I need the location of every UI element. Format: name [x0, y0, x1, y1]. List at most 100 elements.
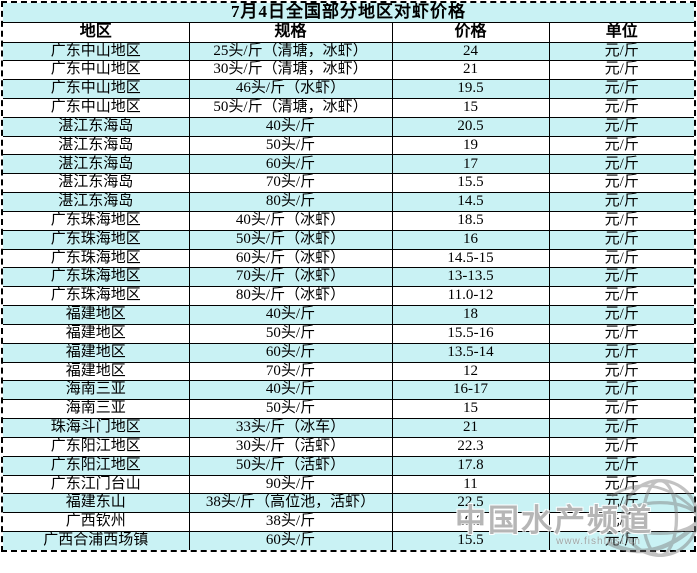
region-cell: 广西合浦西场镇 — [3, 531, 190, 550]
price-cell: 11 — [391, 474, 550, 495]
unit-cell: 元/斤 — [548, 267, 694, 288]
table-row: 湛江东海岛 70头/斤 15.5 元/斤 — [3, 173, 694, 194]
unit-cell: 元/斤 — [548, 60, 694, 81]
unit-cell: 元/斤 — [548, 380, 694, 401]
spec-cell: 33头/斤（冰车） — [188, 418, 393, 438]
region-cell: 福建地区 — [3, 361, 190, 382]
unit-cell: 元/斤 — [548, 474, 694, 495]
spec-cell: 60头/斤（冰虾） — [188, 248, 393, 269]
unit-cell: 元/斤 — [548, 305, 694, 325]
spec-cell: 30头/斤（清塘，冰虾） — [188, 60, 393, 81]
shrimp-price-table: 7月4日全国部分地区对虾价格 地区 规格 价格 单位 广东中山地区 25头/斤（… — [3, 3, 694, 550]
unit-cell: 元/斤 — [548, 323, 694, 344]
table-row: 福建地区 70头/斤 12 元/斤 — [3, 361, 694, 382]
region-cell: 湛江东海岛 — [3, 116, 190, 137]
region-cell: 广东珠海地区 — [3, 229, 190, 250]
spec-cell: 50头/斤（冰虾） — [188, 229, 393, 250]
spec-cell: 50头/斤（活虾） — [188, 455, 393, 476]
region-cell: 海南三亚 — [3, 380, 190, 401]
spec-cell: 50头/斤 — [188, 399, 393, 420]
table-header-row: 地区 规格 价格 单位 — [3, 21, 694, 43]
unit-cell: 元/斤 — [548, 342, 694, 363]
table-row: 广东珠海地区 60头/斤（冰虾） 14.5-15 元/斤 — [3, 248, 694, 269]
table-row: 湛江东海岛 60头/斤 17 元/斤 — [3, 154, 694, 175]
table-row: 广东珠海地区 70头/斤（冰虾） 13-13.5 元/斤 — [3, 267, 694, 288]
region-cell: 广东江门台山 — [3, 474, 190, 495]
unit-cell: 元/斤 — [548, 248, 694, 269]
table-title-row: 7月4日全国部分地区对虾价格 — [3, 3, 694, 23]
shrimp-price-table-container: 7月4日全国部分地区对虾价格 地区 规格 价格 单位 广东中山地区 25头/斤（… — [1, 1, 696, 552]
price-cell: 24 — [391, 41, 550, 62]
spec-cell: 70头/斤 — [188, 361, 393, 382]
table-row: 福建东山 38头/斤（高位池，活虾） 22.5 元/斤 — [3, 493, 694, 514]
page-title: 7月4日全国部分地区对虾价格 — [3, 3, 694, 23]
price-cell: 18.5 — [391, 210, 550, 231]
region-cell: 珠海斗门地区 — [3, 418, 190, 438]
price-cell: 13.5-14 — [391, 342, 550, 363]
spec-cell: 60头/斤 — [188, 154, 393, 175]
column-header-unit: 单位 — [548, 21, 694, 43]
spec-cell: 70头/斤（冰虾） — [188, 267, 393, 288]
table-row: 广东阳江地区 30头/斤（活虾） 22.3 元/斤 — [3, 436, 694, 457]
spec-cell: 25头/斤（清塘，冰虾） — [188, 41, 393, 62]
region-cell: 湛江东海岛 — [3, 154, 190, 175]
price-table-body: 广东中山地区 25头/斤（清塘，冰虾） 24 元/斤 广东中山地区 30头/斤（… — [3, 41, 694, 550]
spec-cell: 80头/斤（冰虾） — [188, 286, 393, 307]
region-cell: 福建地区 — [3, 323, 190, 344]
region-cell: 福建地区 — [3, 342, 190, 363]
unit-cell: 元/斤 — [548, 192, 694, 212]
region-cell: 广东珠海地区 — [3, 286, 190, 307]
price-cell: 21 — [391, 60, 550, 81]
table-row: 广东中山地区 50头/斤（清塘，冰虾） 15 元/斤 — [3, 97, 694, 118]
unit-cell: 元/斤 — [548, 41, 694, 62]
unit-cell: 元/斤 — [548, 531, 694, 550]
spec-cell: 40头/斤 — [188, 116, 393, 137]
region-cell: 湛江东海岛 — [3, 173, 190, 194]
region-cell: 广东珠海地区 — [3, 267, 190, 288]
column-header-region: 地区 — [3, 21, 190, 43]
spec-cell: 60头/斤 — [188, 342, 393, 363]
table-row: 广西钦州 38头/斤 19.2 元/斤 — [3, 512, 694, 533]
table-row: 广东珠海地区 50头/斤（冰虾） 16 元/斤 — [3, 229, 694, 250]
unit-cell: 元/斤 — [548, 286, 694, 307]
unit-cell: 元/斤 — [548, 79, 694, 99]
unit-cell: 元/斤 — [548, 173, 694, 194]
unit-cell: 元/斤 — [548, 210, 694, 231]
unit-cell: 元/斤 — [548, 418, 694, 438]
table-row: 广西合浦西场镇 60头/斤 15.5 元/斤 — [3, 531, 694, 550]
spec-cell: 90头/斤 — [188, 474, 393, 495]
unit-cell: 元/斤 — [548, 154, 694, 175]
region-cell: 广东中山地区 — [3, 41, 190, 62]
region-cell: 海南三亚 — [3, 399, 190, 420]
unit-cell: 元/斤 — [548, 512, 694, 533]
table-row: 广东中山地区 46头/斤（水虾） 19.5 元/斤 — [3, 79, 694, 99]
spec-cell: 38头/斤 — [188, 512, 393, 533]
price-cell: 20.5 — [391, 116, 550, 137]
price-cell: 15 — [391, 399, 550, 420]
column-header-spec: 规格 — [188, 21, 393, 43]
price-cell: 12 — [391, 361, 550, 382]
table-row: 福建地区 40头/斤 18 元/斤 — [3, 305, 694, 325]
price-cell: 19 — [391, 135, 550, 156]
price-cell: 18 — [391, 305, 550, 325]
price-cell: 16-17 — [391, 380, 550, 401]
price-cell: 17 — [391, 154, 550, 175]
table-row: 湛江东海岛 50头/斤 19 元/斤 — [3, 135, 694, 156]
table-row: 珠海斗门地区 33头/斤（冰车） 21 元/斤 — [3, 418, 694, 438]
unit-cell: 元/斤 — [548, 455, 694, 476]
unit-cell: 元/斤 — [548, 399, 694, 420]
spec-cell: 50头/斤 — [188, 323, 393, 344]
region-cell: 湛江东海岛 — [3, 135, 190, 156]
table-row: 广东珠海地区 40头/斤（冰虾） 18.5 元/斤 — [3, 210, 694, 231]
region-cell: 湛江东海岛 — [3, 192, 190, 212]
region-cell: 广西钦州 — [3, 512, 190, 533]
spec-cell: 80头/斤 — [188, 192, 393, 212]
unit-cell: 元/斤 — [548, 135, 694, 156]
region-cell: 广东中山地区 — [3, 97, 190, 118]
region-cell: 广东珠海地区 — [3, 210, 190, 231]
region-cell: 福建东山 — [3, 493, 190, 514]
spec-cell: 40头/斤 — [188, 305, 393, 325]
spec-cell: 46头/斤（水虾） — [188, 79, 393, 99]
spec-cell: 70头/斤 — [188, 173, 393, 194]
price-cell: 14.5-15 — [391, 248, 550, 269]
